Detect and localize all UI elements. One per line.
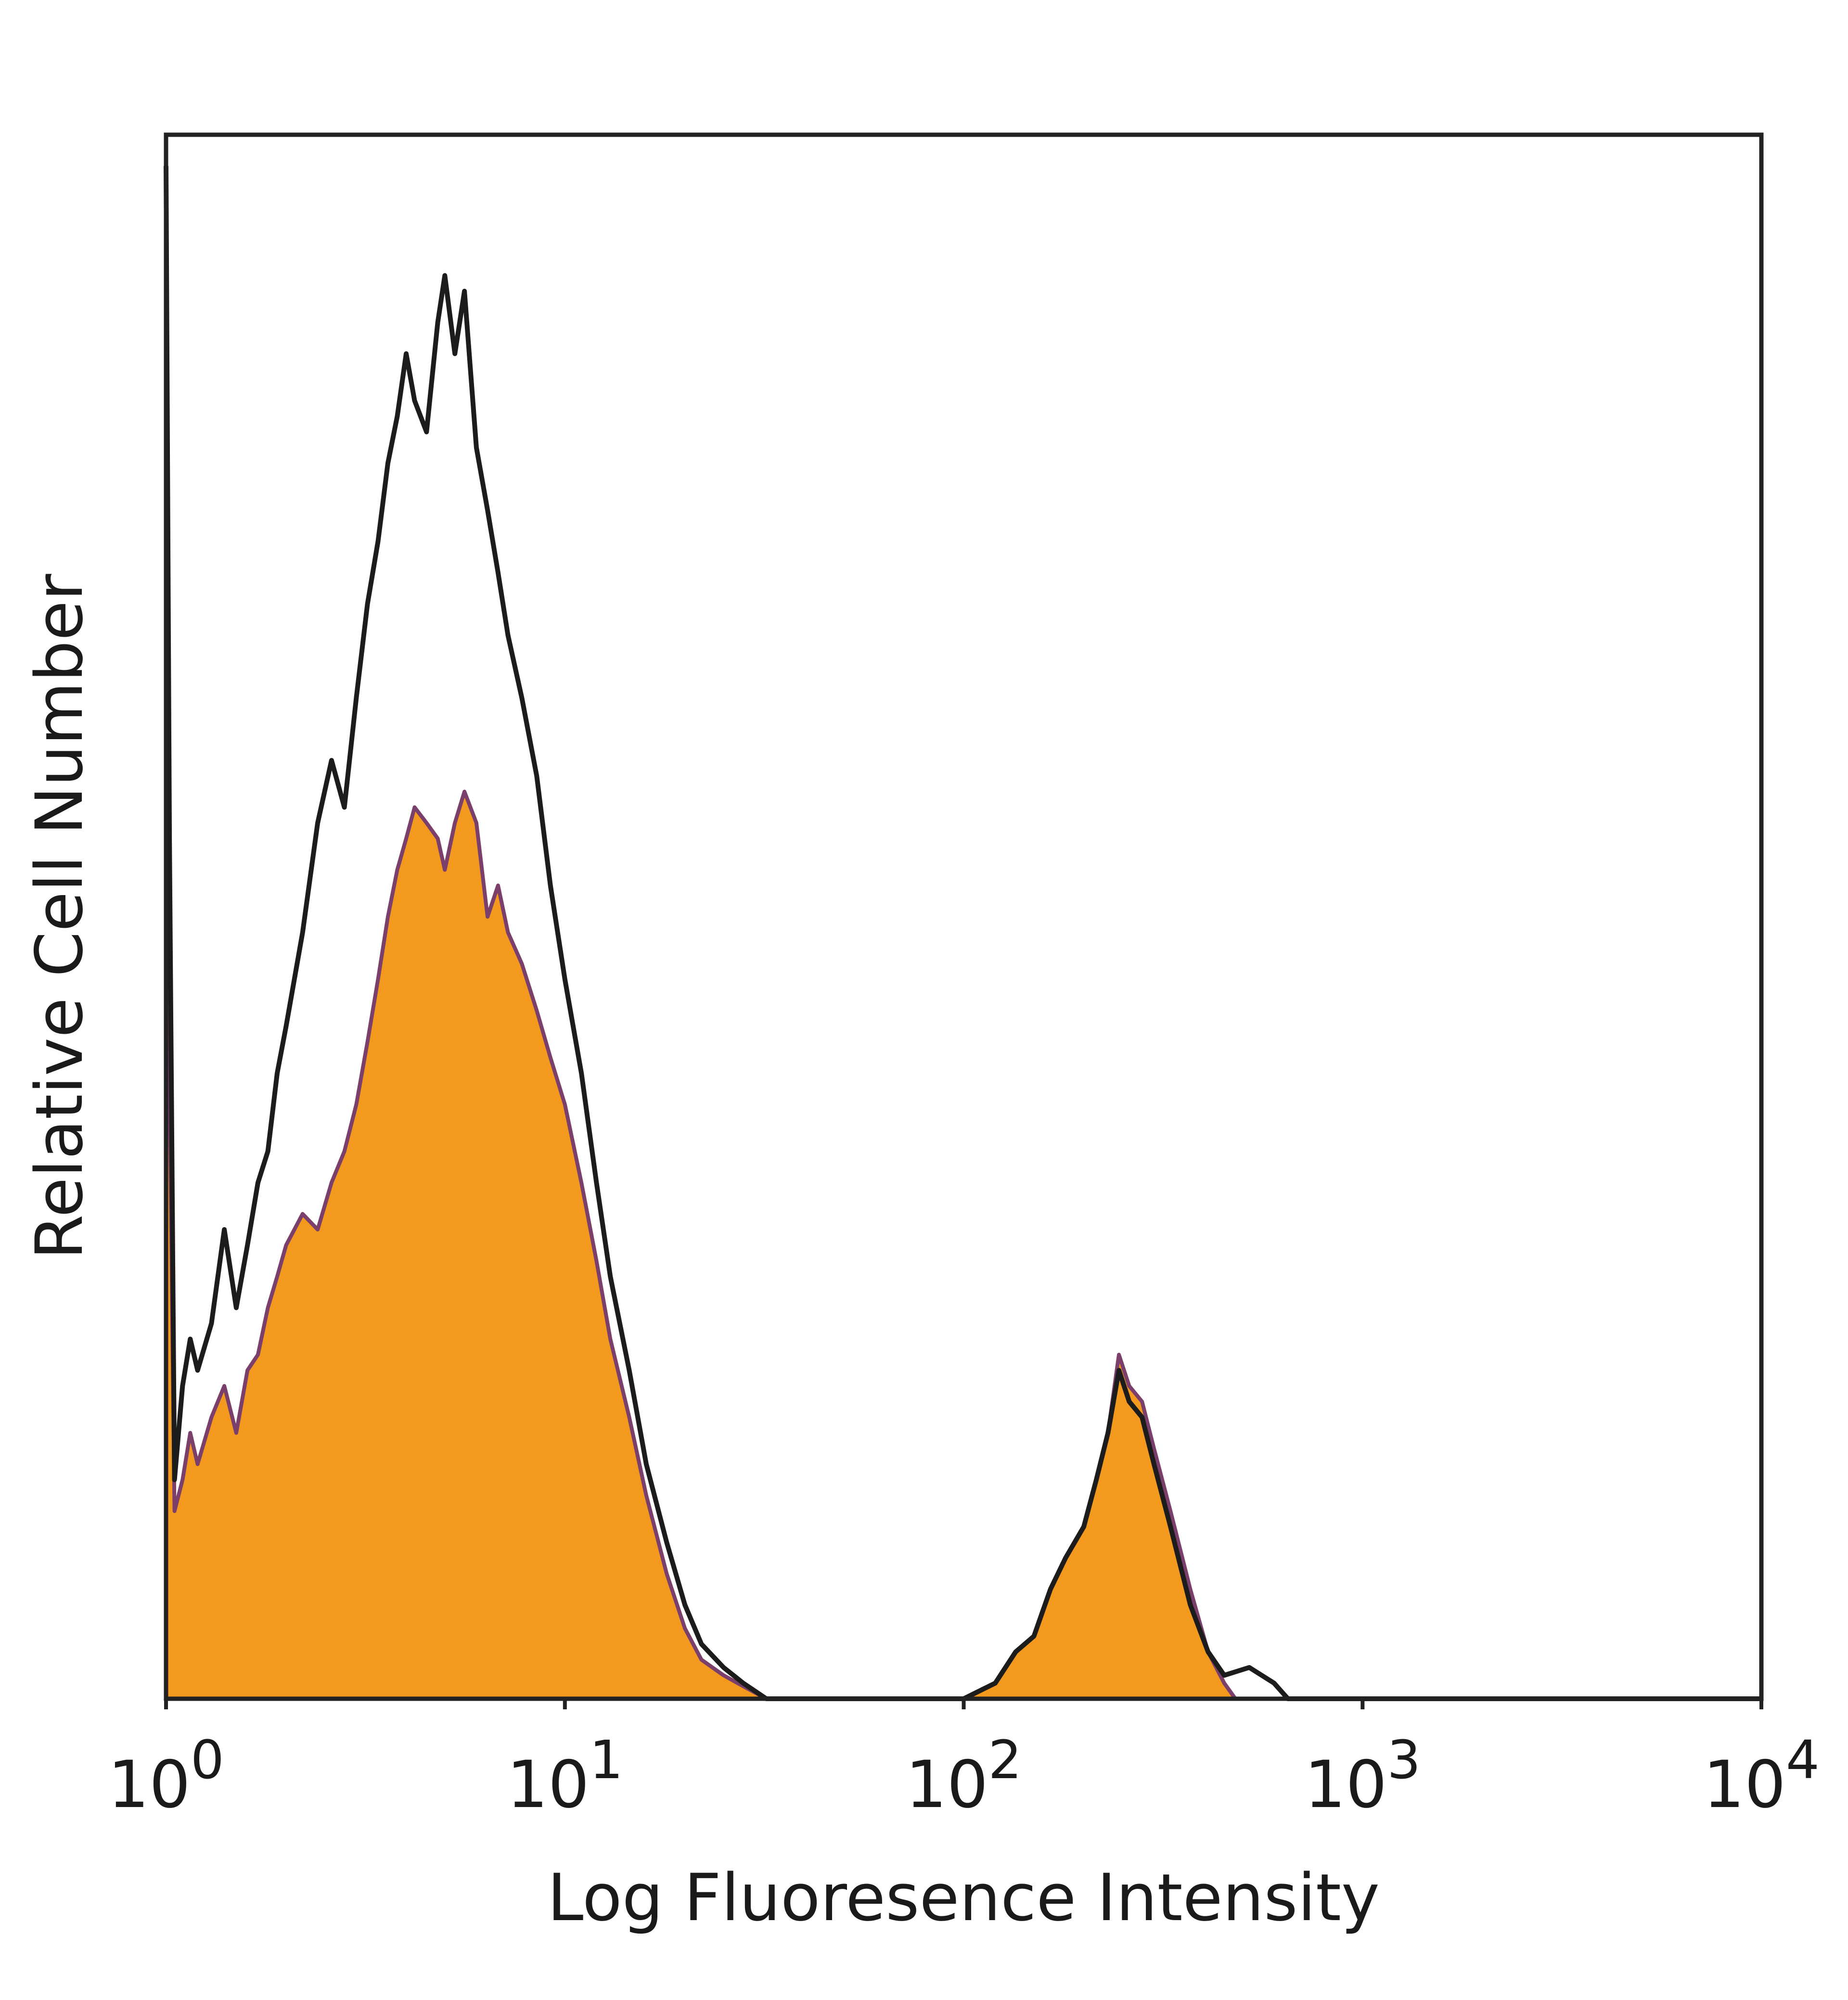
x-tick-label: 101: [507, 1729, 623, 1822]
x-tick-label: 103: [1304, 1729, 1421, 1822]
x-tick-label: 100: [108, 1729, 224, 1822]
x-tick-labels: 100 101 102 103 104: [108, 1699, 1820, 1822]
x-tick-label: 102: [906, 1729, 1022, 1822]
histogram-outline-series: [164, 166, 1761, 1701]
x-tick-label: 104: [1703, 1729, 1820, 1822]
y-axis-label: Relative Cell Number: [22, 574, 97, 1259]
series-layer: [164, 166, 1763, 1701]
x-axis-label: Log Fluoresence Intensity: [547, 1860, 1380, 1936]
